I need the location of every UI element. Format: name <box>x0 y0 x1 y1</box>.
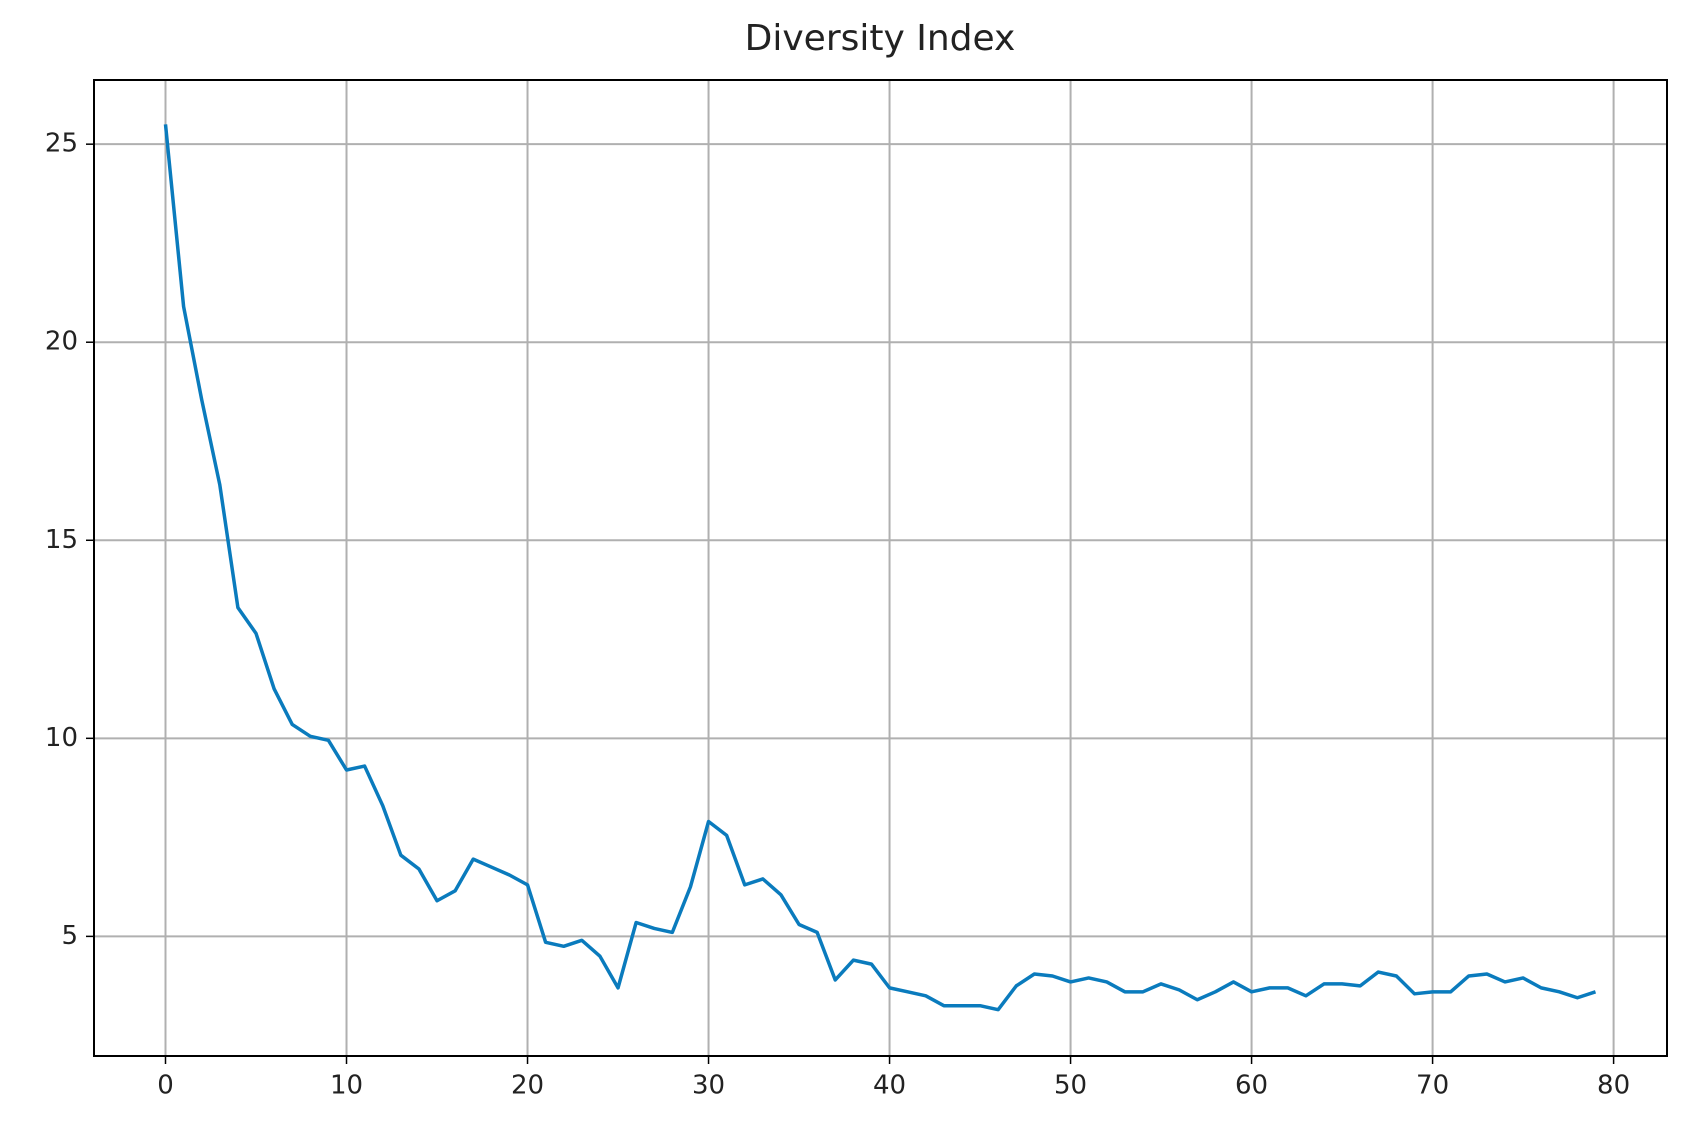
x-tick-label: 20 <box>511 1071 544 1101</box>
x-tick-label: 50 <box>1054 1071 1087 1101</box>
x-tick-label: 80 <box>1597 1071 1630 1101</box>
y-tick-label: 20 <box>45 327 78 357</box>
line <box>163 124 1597 1012</box>
x-tick-label: 0 <box>157 1071 174 1101</box>
chart-title: Diversity Index <box>745 18 1016 59</box>
x-tick-label: 30 <box>692 1071 725 1101</box>
plot-frame <box>93 79 1668 1057</box>
x-tick-label: 70 <box>1416 1071 1449 1101</box>
x-tick-label: 10 <box>330 1071 363 1101</box>
y-tick-label: 15 <box>45 525 78 555</box>
y-tick-label: 10 <box>45 723 78 753</box>
x-tick-label: 60 <box>1235 1071 1268 1101</box>
x-tick-label: 40 <box>873 1071 906 1101</box>
y-tick-label: 5 <box>61 921 78 951</box>
y-tick-label: 25 <box>45 129 78 159</box>
